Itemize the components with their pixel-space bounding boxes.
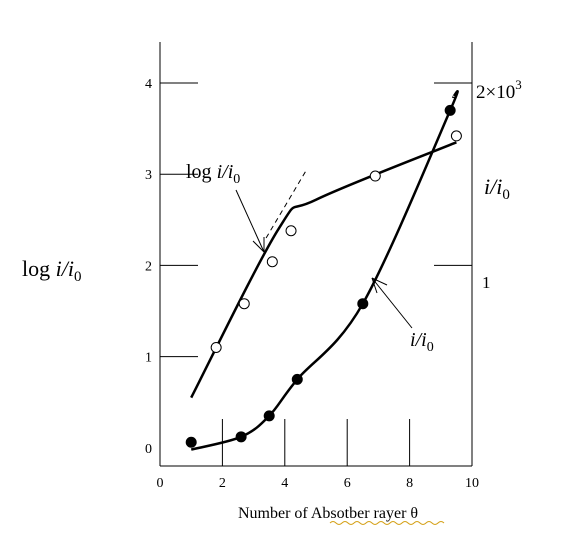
curves [190,89,459,451]
log-ratio-curve [190,141,457,399]
axis-ticks: 0 2 4 6 8 10 0 1 2 3 4 [145,77,479,491]
ratio-curve-annotation: i/i0 [410,329,434,355]
filled-data-point [291,373,303,385]
right-tick-label-high: 2×103 [476,77,522,103]
tangent-line [265,169,308,239]
right-axis-label: i/i0 [484,174,510,203]
right-tick-label-low: 1 [482,273,491,292]
open-data-point [285,225,297,237]
markers [185,104,462,448]
x-tick-label: 2 [219,476,226,491]
filled-data-point [185,436,197,448]
filled-data-point [357,298,369,310]
x-tick-label: 10 [465,476,479,491]
log-curve-annotation: log i/i0 [186,161,240,187]
left-tick-label: 1 [145,351,152,366]
open-data-point [266,256,278,268]
x-tick-label: 8 [406,476,413,491]
filled-data-point [235,431,247,443]
ratio-curve-annotation-arrow [371,277,413,329]
x-tick-label: 6 [344,476,351,491]
log-curve-annotation-arrow [235,189,265,253]
filled-data-point [263,410,275,422]
axes [159,42,473,467]
x-axis-label: Number of Absotber rayer θ [238,505,418,522]
open-data-point [450,130,462,142]
filled-data-point [444,104,456,116]
x-tick-label: 4 [281,476,288,491]
left-axis-label: log i/i0 [22,256,82,285]
left-tick-label: 4 [145,77,152,92]
left-tick-label: 0 [145,442,152,457]
left-tick-label: 2 [145,259,152,274]
x-tick-label: 0 [157,476,164,491]
ratio-curve [190,89,459,451]
open-data-point [210,341,222,353]
open-data-point [369,170,381,182]
open-data-point [238,298,250,310]
left-tick-label: 3 [145,168,152,183]
x-axis-label-underline [329,521,445,525]
